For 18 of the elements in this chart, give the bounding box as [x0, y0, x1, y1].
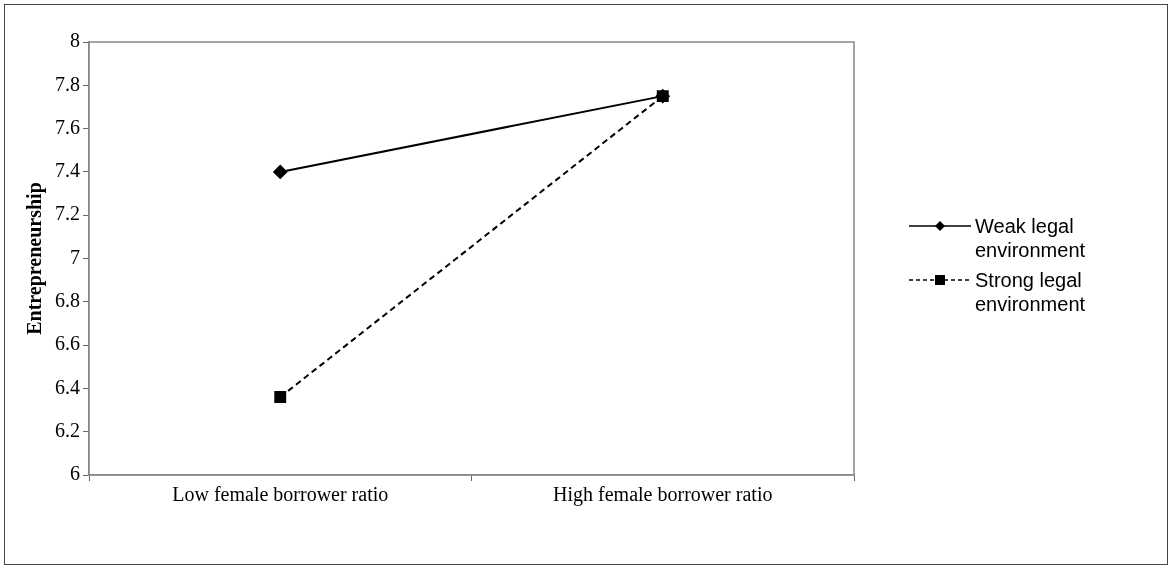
- point: [274, 391, 287, 404]
- y-tick-label: 6.2: [55, 418, 80, 441]
- y-tick-label: 8: [70, 29, 80, 52]
- point: [273, 164, 288, 179]
- y-tick-label: 7: [70, 245, 80, 268]
- y-tick-label: 6.4: [55, 375, 80, 398]
- y-tick-label: 7.8: [55, 72, 80, 95]
- legend-label: Strong legal environment: [975, 267, 1087, 316]
- y-tick-label: 6.8: [55, 289, 80, 312]
- y-tick-label: 7.2: [55, 202, 80, 225]
- x-tick-label: High female borrower ratio: [553, 483, 773, 507]
- x-tick-label: Low female borrower ratio: [172, 483, 389, 506]
- y-tick-label: 6.6: [55, 332, 80, 355]
- y-axis-title: Entrepreneurship: [23, 182, 47, 335]
- y-tick-label: 6: [70, 462, 80, 485]
- y-tick-label: 7.6: [55, 115, 80, 138]
- legend-label: Weak legal environment: [975, 213, 1087, 262]
- y-tick-label: 7.4: [55, 159, 80, 182]
